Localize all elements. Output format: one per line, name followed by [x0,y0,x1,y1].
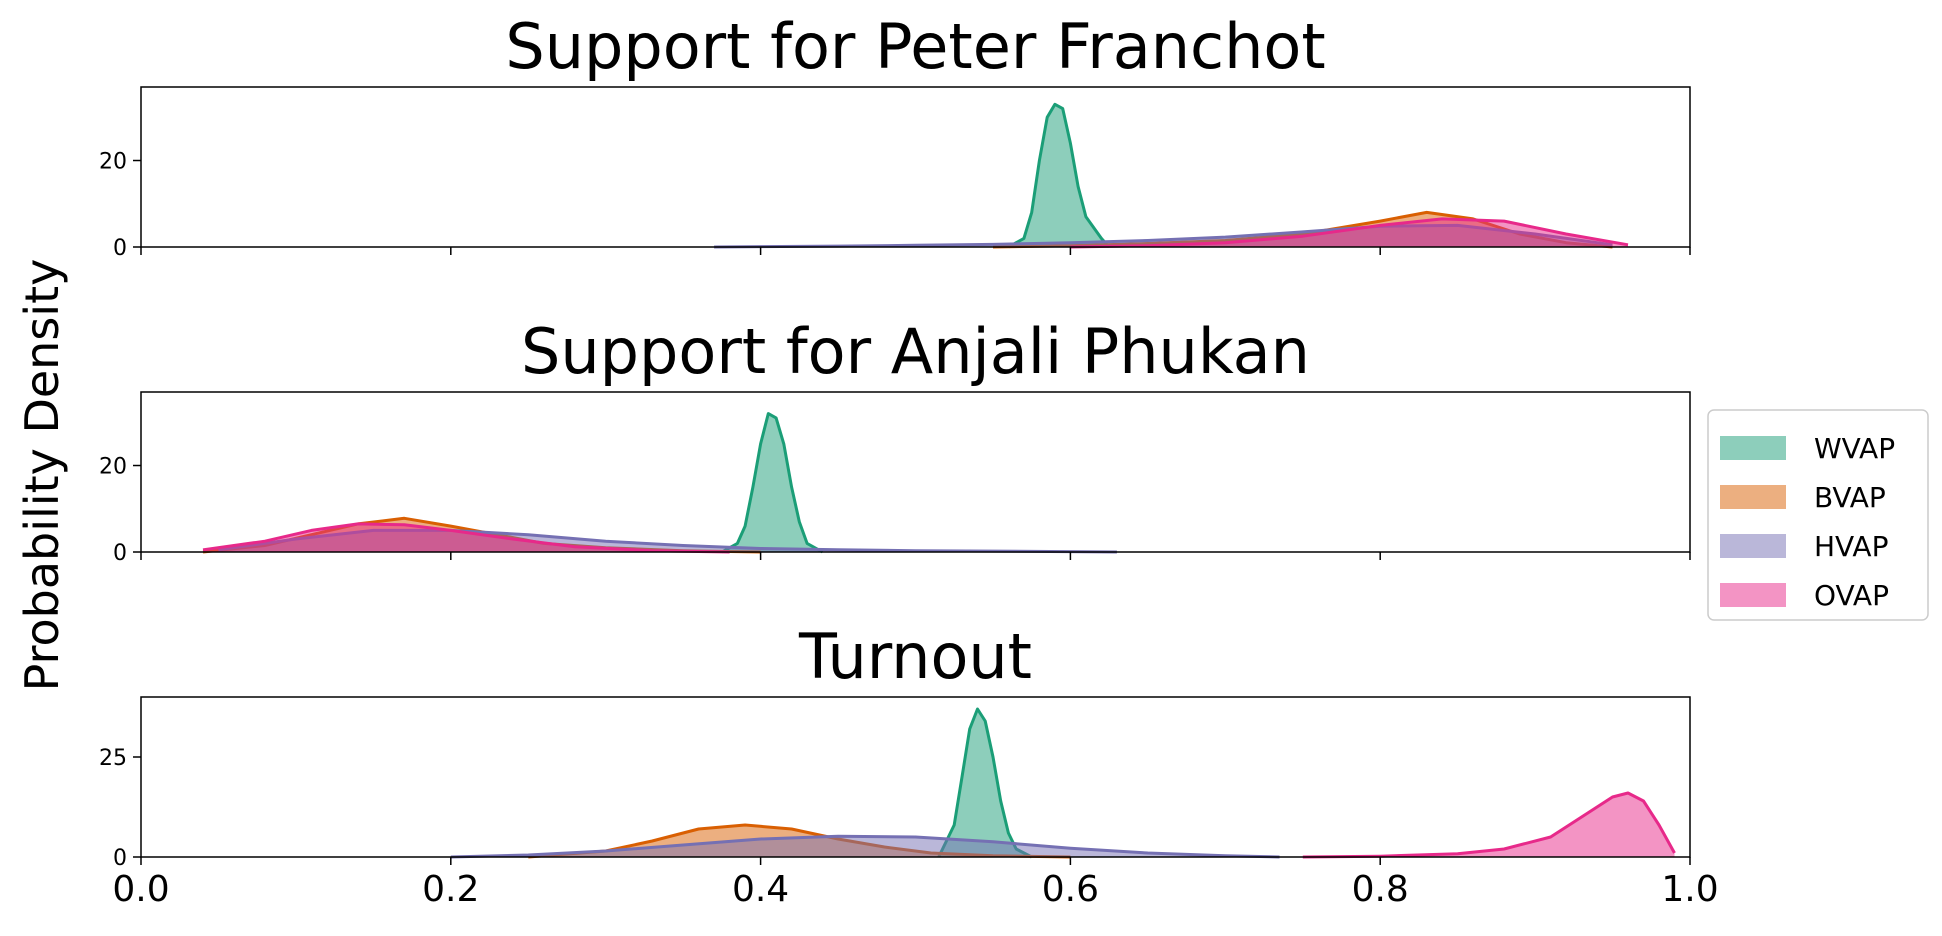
legend-label-wvap: WVAP [1814,432,1895,465]
density-line-ovap [202,522,730,554]
density-area-wvap [938,709,1032,857]
density-area-ovap [203,523,730,552]
y-tick-label: 0 [113,236,127,261]
legend-swatch-wvap [1720,436,1786,460]
legend-box [1707,409,1929,621]
density-line-ovap [1070,217,1629,249]
density-area-ovap [1070,218,1628,247]
density-line-hvap [450,834,1280,859]
y-tick-label: 20 [99,150,127,175]
y-tick-label: 0 [113,846,127,871]
legend-swatch-bvap [1720,485,1786,509]
y-tick-label: 0 [113,541,127,566]
density-area-ovap [1302,793,1675,857]
x-tick-label: 0.8 [1352,869,1409,910]
legend-label-ovap: OVAP [1814,579,1889,612]
y-tick-label: 25 [99,746,127,771]
plot-frame [140,391,1691,553]
density-line-wvap [1007,102,1111,249]
panel-support-for-anjali-phukan: Support for Anjali Phukan 0 20 [99,315,1691,566]
density-area-hvap [450,836,1280,857]
legend-label-hvap: HVAP [1814,530,1888,563]
legend: WVAP BVAP HVAP OVAP [1707,409,1929,621]
legend-label-bvap: BVAP [1814,481,1886,514]
plot-frame [140,696,1691,858]
legend-swatch-hvap [1720,534,1786,558]
density-area-wvap [721,413,823,552]
density-line-ovap [1302,791,1676,859]
density-line-wvap [937,707,1033,859]
x-tick-label: 0.6 [1042,869,1099,910]
y-tick-label: 20 [99,455,127,480]
y-axis-label: Probability Density [15,259,69,692]
x-tick-label: 1.0 [1661,869,1718,910]
density-line-wvap [721,412,824,554]
panel-turnout: Turnout 0 25 0.0 0.2 0.4 0.6 0.8 1.0 [99,620,1719,910]
plot-frame [140,86,1691,248]
panel-title: Support for Anjali Phukan [521,315,1310,388]
panel-title: Support for Peter Franchot [505,10,1325,83]
x-tick-label: 0.0 [112,869,169,910]
panel-support-for-peter-franchot: Support for Peter Franchot 0 20 [99,10,1691,261]
x-tick-label: 0.4 [732,869,789,910]
panel-title: Turnout [798,620,1032,693]
legend-swatch-ovap [1720,583,1786,607]
x-tick-label: 0.2 [422,869,479,910]
